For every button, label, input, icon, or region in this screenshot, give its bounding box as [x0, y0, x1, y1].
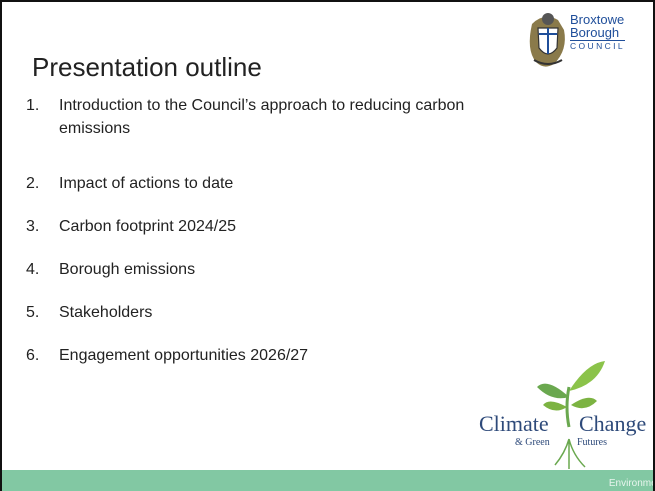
item-number: 1. — [26, 97, 40, 114]
item-text: Engagement opportunities 2026/27 — [59, 347, 309, 364]
footer-bar: Environment — [2, 470, 653, 491]
item-text: Carbon footprint 2024/25 — [59, 218, 237, 235]
item-text: Introduction to the Council’s approach t… — [59, 97, 465, 137]
logo-line: Borough — [570, 25, 620, 40]
outline-item: 6. Engagement opportunities 2026/27 — [26, 344, 539, 367]
crest — [529, 13, 565, 67]
logo-text: Broxtowe Borough COUNCIL — [570, 12, 626, 52]
outline-list: 1. Introduction to the Council’s approach… — [26, 94, 539, 367]
item-text: Stakeholders — [59, 304, 153, 321]
outline-item: 4. Borough emissions — [26, 258, 539, 281]
outline-item: 1. Introduction to the Council’s approach… — [26, 94, 539, 140]
logo-word: Climate — [479, 411, 549, 436]
item-number: 6. — [26, 347, 40, 364]
item-number: 2. — [26, 175, 40, 192]
logo-line: Broxtowe — [570, 12, 625, 27]
item-number: 4. — [26, 261, 40, 278]
outline-item: 3. Carbon footprint 2024/25 — [26, 215, 539, 238]
item-number: 5. — [26, 304, 40, 321]
outline-item: 5. Stakeholders — [26, 301, 539, 324]
outline-item: 2. Impact of actions to date — [26, 172, 539, 195]
item-text: Borough emissions — [59, 261, 196, 278]
climate-logo: Climate Change & Green Futures — [479, 361, 646, 469]
item-number: 3. — [26, 218, 40, 235]
logo-line: COUNCIL — [570, 40, 626, 51]
item-text: Impact of actions to date — [59, 175, 234, 192]
footer-text: Environment — [608, 478, 653, 489]
slide-title: Presentation outline — [32, 52, 262, 82]
logo-word: Change — [579, 411, 646, 436]
logo-word: & Green — [515, 437, 550, 448]
logo-word: Futures — [577, 437, 607, 448]
